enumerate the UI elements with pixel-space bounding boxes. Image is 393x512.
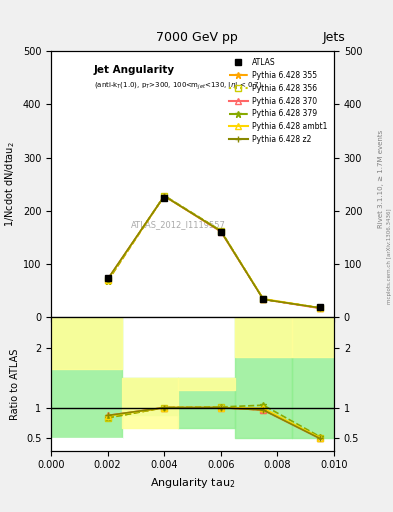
Pythia 6.428 356 <box>105 277 110 283</box>
Line: Pythia 6.428 379: Pythia 6.428 379 <box>104 192 323 311</box>
Pythia 6.428 ambt1 <box>261 296 266 302</box>
X-axis label: Angularity tau$_2$: Angularity tau$_2$ <box>150 476 235 490</box>
Pythia 6.428 370 <box>219 229 223 235</box>
Line: Pythia 6.428 356: Pythia 6.428 356 <box>104 193 323 311</box>
Pythia 6.428 ambt1 <box>219 228 223 234</box>
Legend: ATLAS, Pythia 6.428 355, Pythia 6.428 356, Pythia 6.428 370, Pythia 6.428 379, P: ATLAS, Pythia 6.428 355, Pythia 6.428 35… <box>226 55 330 147</box>
Line: Pythia 6.428 ambt1: Pythia 6.428 ambt1 <box>104 193 323 311</box>
Pythia 6.428 379 <box>219 227 223 233</box>
Pythia 6.428 z2 <box>318 305 322 311</box>
Pythia 6.428 ambt1 <box>162 193 167 199</box>
Text: ATLAS_2012_I1119557: ATLAS_2012_I1119557 <box>131 220 226 229</box>
Text: mcplots.cern.ch [arXiv:1306.3436]: mcplots.cern.ch [arXiv:1306.3436] <box>387 208 391 304</box>
Pythia 6.428 356 <box>162 193 167 199</box>
Text: 7000 GeV pp: 7000 GeV pp <box>156 31 237 44</box>
Y-axis label: 1/Ncdot dN/dtau$_2$: 1/Ncdot dN/dtau$_2$ <box>4 141 17 227</box>
Pythia 6.428 379 <box>261 296 266 303</box>
Text: Rivet 3.1.10, ≥ 1.7M events: Rivet 3.1.10, ≥ 1.7M events <box>378 130 384 228</box>
Pythia 6.428 z2 <box>219 228 223 234</box>
Pythia 6.428 370 <box>261 296 266 303</box>
Pythia 6.428 356 <box>261 296 266 303</box>
Pythia 6.428 ambt1 <box>105 276 110 283</box>
Line: Pythia 6.428 370: Pythia 6.428 370 <box>104 193 323 312</box>
Pythia 6.428 ambt1 <box>318 305 322 311</box>
Text: Jet Angularity: Jet Angularity <box>94 65 174 75</box>
Pythia 6.428 355 <box>105 278 110 284</box>
Pythia 6.428 379 <box>162 193 167 199</box>
Pythia 6.428 356 <box>318 305 322 311</box>
Pythia 6.428 379 <box>105 278 110 284</box>
Line: Pythia 6.428 355: Pythia 6.428 355 <box>104 193 323 311</box>
Text: (anti-k$_T$(1.0), p$_T$>300, 100<m$_{jet}$<130, |$\eta$| < 0.7): (anti-k$_T$(1.0), p$_T$>300, 100<m$_{jet… <box>94 80 262 92</box>
Text: Jets: Jets <box>323 31 346 44</box>
Pythia 6.428 370 <box>318 305 322 311</box>
Y-axis label: Ratio to ATLAS: Ratio to ATLAS <box>11 348 20 420</box>
Pythia 6.428 z2 <box>162 193 167 199</box>
Pythia 6.428 355 <box>162 193 167 199</box>
Line: Pythia 6.428 z2: Pythia 6.428 z2 <box>104 193 323 311</box>
Pythia 6.428 z2 <box>261 296 266 303</box>
Pythia 6.428 356 <box>219 227 223 233</box>
Pythia 6.428 370 <box>105 276 110 282</box>
Pythia 6.428 z2 <box>105 276 110 282</box>
Pythia 6.428 355 <box>219 228 223 234</box>
Pythia 6.428 355 <box>261 296 266 303</box>
Pythia 6.428 379 <box>318 305 322 311</box>
Pythia 6.428 355 <box>318 305 322 311</box>
Pythia 6.428 370 <box>162 193 167 199</box>
